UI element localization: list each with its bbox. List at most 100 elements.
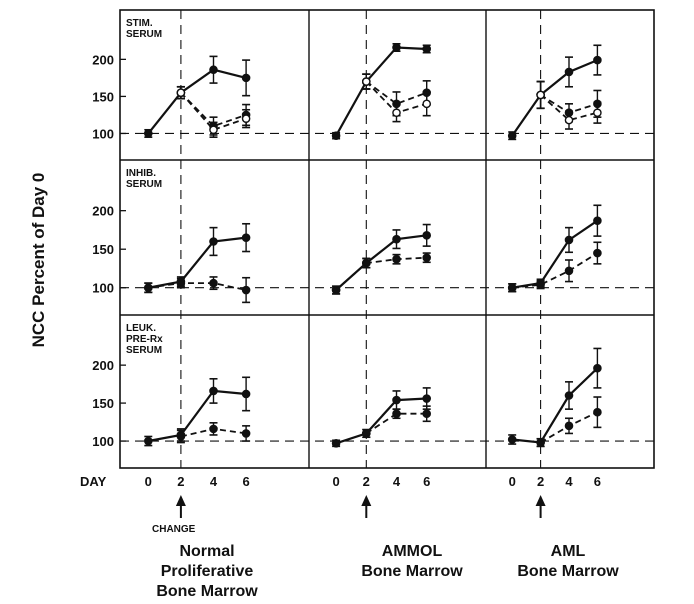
data-point-filled	[422, 231, 432, 240]
data-point-filled	[507, 283, 517, 293]
series-line	[148, 282, 247, 291]
data-point-filled	[564, 391, 574, 400]
data-point-filled	[361, 429, 371, 438]
data-point-open	[536, 90, 545, 100]
data-point-filled	[422, 253, 432, 262]
column-caption: Bone Marrow	[156, 583, 258, 600]
row-label: SERUM	[126, 345, 162, 356]
data-point-filled	[331, 131, 341, 140]
x-tick-label: 6	[594, 474, 601, 489]
data-point-open	[564, 115, 574, 125]
y-tick-label: 100	[92, 434, 114, 449]
y-tick-label: 200	[92, 204, 114, 219]
data-point-filled	[593, 407, 602, 417]
x-tick-label: 0	[509, 474, 516, 489]
series-line	[335, 46, 427, 137]
data-point-filled	[593, 248, 602, 258]
y-tick-label: 150	[92, 242, 114, 257]
series-line	[512, 252, 598, 289]
data-point-open	[593, 108, 602, 118]
y-axis-label: NCC Percent of Day 0	[29, 173, 48, 348]
data-point-filled	[593, 55, 602, 65]
data-point-filled	[209, 65, 218, 75]
data-point-filled	[593, 363, 602, 373]
row-label: SERUM	[126, 179, 162, 190]
data-point-filled	[564, 235, 574, 245]
data-point-filled	[209, 237, 218, 246]
row-label: SERUM	[126, 29, 162, 40]
x-tick-label: 4	[210, 474, 218, 489]
series-line	[365, 412, 427, 435]
x-tick-label: 6	[242, 474, 249, 489]
data-point-filled	[241, 285, 251, 295]
x-tick-label: 2	[537, 474, 544, 489]
x-axis-name: DAY	[80, 474, 107, 489]
data-point-filled	[361, 258, 371, 268]
data-point-filled	[143, 129, 153, 138]
data-point-open	[361, 77, 371, 86]
series-line	[148, 389, 247, 443]
series-line	[148, 236, 247, 289]
data-point-filled	[241, 73, 251, 83]
column-caption: Bone Marrow	[361, 563, 463, 580]
row-label: LEUK.	[126, 323, 156, 334]
y-tick-label: 150	[92, 89, 114, 104]
axis-ticks: 100 150 200 100 150 200 100 150 200 0 2 4 6 0 2 4 6 0 2 4 6	[92, 52, 601, 489]
series-line	[512, 367, 599, 444]
x-tick-label: 4	[393, 474, 401, 489]
x-tick-label: 4	[565, 474, 573, 489]
data-point-filled	[422, 44, 432, 54]
data-point-filled	[536, 280, 545, 289]
data-point-filled	[392, 409, 401, 419]
data-point-filled	[564, 67, 574, 77]
change-arrow-head	[535, 495, 546, 506]
row-label: INHIB.	[126, 168, 156, 179]
data-point-open	[209, 125, 218, 135]
data-series	[143, 42, 602, 448]
series-line	[511, 59, 598, 137]
data-point-filled	[241, 389, 251, 399]
x-tick-label: 6	[423, 474, 430, 489]
change-label: CHANGE	[152, 524, 196, 535]
labels: NCC Percent of Day 0 DAY CHANGE STIM.SER…	[29, 18, 619, 600]
column-caption: Proliferative	[161, 563, 254, 580]
data-point-filled	[392, 234, 401, 244]
x-tick-label: 2	[363, 474, 370, 489]
data-point-filled	[176, 432, 186, 441]
data-point-open	[176, 88, 186, 98]
data-point-filled	[593, 216, 602, 225]
row-label: STIM.	[126, 18, 153, 29]
panel-frame	[119, 9, 655, 469]
data-point-filled	[564, 266, 574, 276]
data-point-filled	[507, 435, 517, 444]
change-arrow-head	[361, 495, 372, 506]
data-point-filled	[143, 436, 153, 446]
series-line	[335, 256, 427, 291]
y-tick-label: 200	[92, 52, 114, 67]
data-point-filled	[209, 386, 218, 396]
data-point-open	[392, 108, 401, 118]
data-point-filled	[422, 394, 432, 403]
x-tick-label: 0	[145, 474, 152, 489]
x-tick-label: 0	[332, 474, 339, 489]
x-tick-label: 2	[177, 474, 184, 489]
column-caption: Normal	[179, 543, 234, 560]
data-point-filled	[392, 395, 401, 405]
data-point-filled	[331, 439, 341, 448]
data-point-filled	[176, 278, 186, 288]
series-line	[335, 397, 427, 445]
data-point-filled	[536, 438, 545, 447]
data-point-filled	[209, 278, 218, 288]
data-point-open	[241, 114, 251, 123]
column-caption: Bone Marrow	[517, 563, 619, 580]
data-point-open	[422, 99, 432, 109]
data-point-filled	[143, 283, 153, 293]
data-point-filled	[507, 131, 517, 140]
data-point-filled	[209, 424, 218, 434]
data-point-filled	[422, 409, 432, 419]
data-point-filled	[564, 421, 574, 431]
series-line	[335, 234, 427, 291]
data-point-filled	[392, 43, 401, 52]
data-point-filled	[392, 254, 401, 264]
